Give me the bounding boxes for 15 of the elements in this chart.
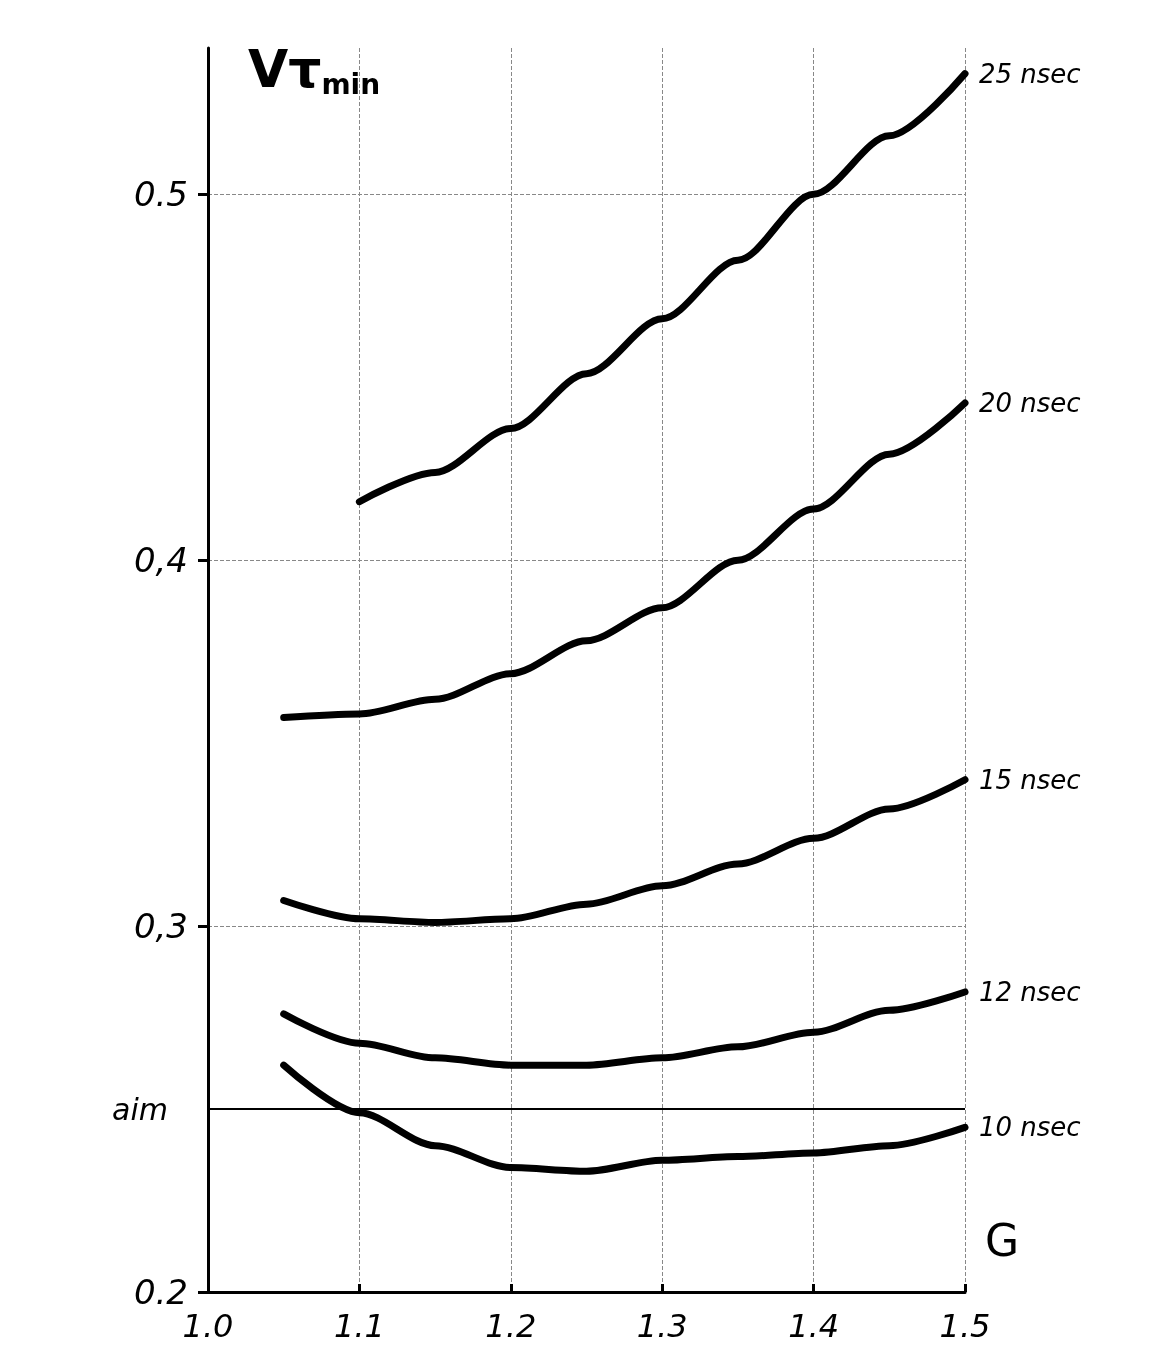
series-label: 25 nsec: [979, 58, 1081, 89]
series-label: 15 nsec: [979, 764, 1081, 795]
x-tick-label: 1.4: [788, 1307, 840, 1345]
y-tick-label: 0.5: [133, 174, 188, 215]
x-tick-label: 1.3: [636, 1307, 688, 1345]
x-axis-title: G: [985, 1214, 1020, 1266]
x-tick-label: 1.2: [485, 1307, 537, 1345]
x-tick-label: 1.1: [333, 1307, 385, 1345]
series-label: 12 nsec: [979, 976, 1081, 1007]
ref-line-label: aim: [112, 1091, 168, 1127]
y-tick-label: 0,3: [133, 906, 188, 947]
series-label: 10 nsec: [979, 1112, 1081, 1143]
y-tick-label: 0,4: [133, 540, 188, 581]
series-label: 20 nsec: [979, 387, 1081, 418]
x-tick-label: 1.5: [939, 1307, 991, 1345]
